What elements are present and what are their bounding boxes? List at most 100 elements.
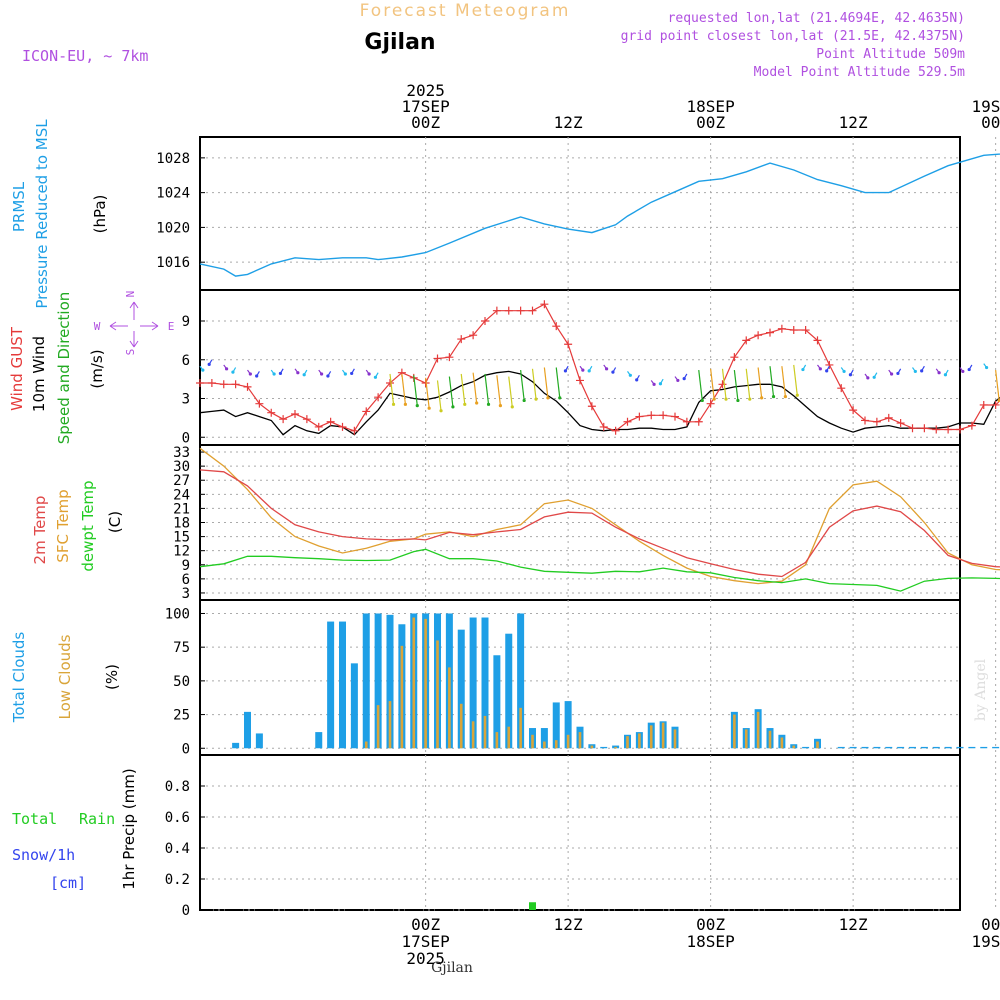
wind-direction-arrowhead xyxy=(207,362,211,366)
low-clouds-bar xyxy=(626,736,629,749)
time-top-label: 00Z xyxy=(411,113,440,132)
wind-direction-arrowhead xyxy=(604,367,609,371)
wind-direction-arrow xyxy=(757,367,763,398)
wind-gust-marker xyxy=(849,406,858,415)
wind-direction-arrow xyxy=(781,366,787,397)
wind-gust-marker xyxy=(540,300,549,309)
time-top-label: 00Z xyxy=(981,113,1000,132)
requested-location: requested lon,lat (21.4694E, 42.4635N) xyxy=(668,11,965,26)
low-clouds-bar xyxy=(649,725,653,749)
low-clouds-bar xyxy=(412,617,416,749)
low-clouds-bar xyxy=(543,741,546,749)
watermark: by Angel xyxy=(973,658,989,721)
wind-direction-arrowhead xyxy=(872,375,876,379)
wind-direction-arrowhead xyxy=(848,373,853,377)
wind-direction-arrowhead xyxy=(748,397,752,401)
total-clouds-bar xyxy=(327,621,335,749)
low-clouds-bar xyxy=(554,740,558,749)
wind-direction-arrowhead xyxy=(652,382,656,386)
low-clouds-bar xyxy=(590,745,594,749)
low-clouds-bar xyxy=(388,701,392,749)
pressure-panel xyxy=(199,136,961,291)
wind-gust-marker xyxy=(516,306,525,315)
wind-gust-marker xyxy=(825,360,834,369)
wind-gust-marker xyxy=(481,317,489,325)
clouds-ytick-label: 50 xyxy=(173,674,190,690)
temp-ytick-label: 24 xyxy=(173,487,190,503)
time-bottom-label: 12Z xyxy=(554,915,583,934)
low-clouds-bar xyxy=(733,714,736,749)
low-clouds-bar xyxy=(471,721,475,749)
footer-location: Gjilan xyxy=(431,960,473,976)
wind-10m-label: 10m Wind xyxy=(30,336,48,412)
wind-gust-marker xyxy=(611,426,620,435)
wind-gust-marker xyxy=(837,384,846,393)
wind-direction-arrowhead xyxy=(326,374,330,378)
temp-ytick-label: 3 xyxy=(182,586,190,602)
compass-north-head xyxy=(129,301,139,309)
pressure-line xyxy=(199,153,1000,277)
wind-direction-arrowhead xyxy=(967,367,971,372)
wind-direction-arrowhead xyxy=(486,402,491,406)
wind-gust-marker xyxy=(920,424,929,433)
wind-direction-arrowhead xyxy=(628,373,632,377)
temp-ytick-label: 9 xyxy=(182,558,190,574)
wind-direction-arrowhead xyxy=(795,393,799,397)
total-clouds-bar xyxy=(493,655,501,749)
wind-direction-arrow xyxy=(448,376,454,407)
wind-gust-line xyxy=(200,303,1000,432)
low-clouds-bar xyxy=(495,732,499,749)
wind-direction-arrowhead xyxy=(319,372,324,376)
wind-direction-arrow xyxy=(531,368,537,400)
total-clouds-bar xyxy=(600,746,608,749)
time-top-label: 19SEP xyxy=(972,97,1000,116)
total-rain-label: Total xyxy=(12,810,57,828)
total-clouds-bar xyxy=(552,702,560,749)
clouds-unit: (%) xyxy=(103,664,121,690)
temp-ytick-label: 6 xyxy=(182,572,190,588)
wind-direction-arrow xyxy=(555,367,561,398)
wind-gust-marker xyxy=(314,422,323,431)
wind-direction-arrowhead xyxy=(373,375,378,379)
compass-north: N xyxy=(124,291,137,298)
wind-gust-marker xyxy=(718,380,727,389)
wind-direction-arrowhead xyxy=(522,398,526,403)
total-clouds-bar xyxy=(457,629,465,749)
precip-ytick-label: 0.4 xyxy=(165,841,190,857)
wind-direction-arrowhead xyxy=(783,394,788,399)
temp-2m-label: 2m Temp xyxy=(31,496,49,565)
low-clouds-bar xyxy=(364,741,368,749)
wind-gust-marker xyxy=(243,382,252,391)
time-axis-top: 202517SEP00Z12Z18SEP00Z12Z19SEP00Z12Z xyxy=(402,81,1000,132)
compass-rose: W E N S xyxy=(94,291,175,356)
wind-direction-arrow xyxy=(745,368,751,400)
wind-direction-arrowhead xyxy=(403,402,408,406)
wind-direction-arrow xyxy=(721,368,727,400)
wind-direction-arrow xyxy=(698,370,703,401)
wind-gust-marker xyxy=(659,411,668,420)
pressure-ytick-label: 1028 xyxy=(156,151,190,167)
sfc-temp-line xyxy=(199,447,1000,585)
total-clouds-bar xyxy=(909,746,916,749)
total-clouds-bar xyxy=(932,746,940,749)
clouds-ytick-label: 25 xyxy=(173,708,190,724)
wind-gust-marker xyxy=(599,422,608,431)
total-clouds-bar xyxy=(861,746,869,749)
total-clouds-bar xyxy=(481,617,489,749)
wind-direction-arrowhead xyxy=(343,372,347,376)
wind-gust-marker xyxy=(896,419,905,428)
precip-panel xyxy=(199,754,961,911)
wind-direction-arrowhead xyxy=(913,369,917,374)
wind-direction-arrowhead xyxy=(760,396,764,400)
clouds-ytick-label: 100 xyxy=(165,606,190,622)
snow-unit-label: [cm] xyxy=(50,874,86,892)
temp-dewpt-label: dewpt Temp xyxy=(79,480,97,571)
temp-unit: (C) xyxy=(106,511,124,533)
clouds-ytick-label: 0 xyxy=(182,741,190,757)
time-bottom-label: 19SEP xyxy=(972,932,1000,951)
low-clouds-bar xyxy=(780,737,784,749)
wind-direction-arrowhead xyxy=(635,378,639,382)
total-clouds-bar xyxy=(897,746,905,749)
low-clouds-bar xyxy=(661,722,665,749)
wind-gust-marker xyxy=(587,402,596,411)
